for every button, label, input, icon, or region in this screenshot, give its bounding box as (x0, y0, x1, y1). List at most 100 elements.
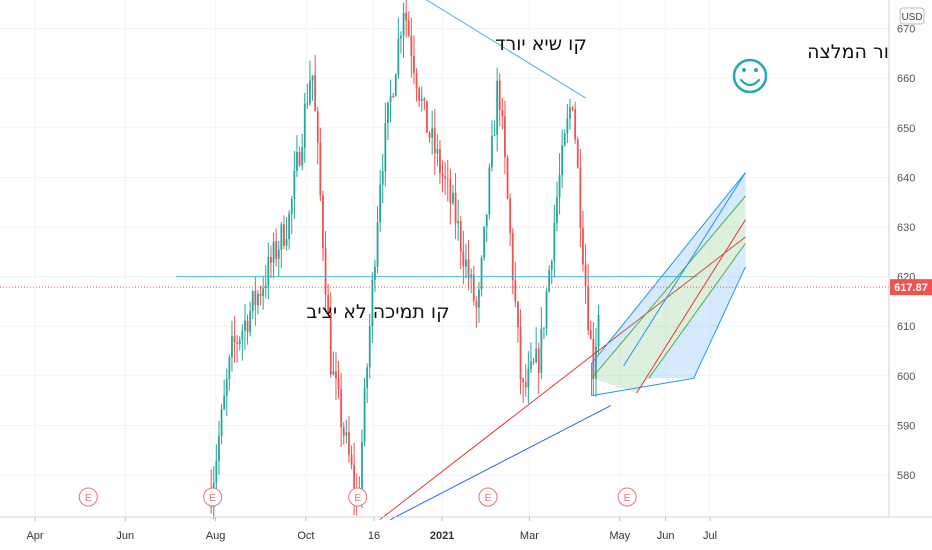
candle-body (413, 55, 415, 73)
grid-lines (0, 0, 889, 517)
earnings-badge-circle[interactable] (478, 487, 498, 507)
earnings-badge-label: E (209, 493, 216, 504)
candle-body (491, 135, 493, 168)
last-price-badge[interactable] (890, 279, 932, 296)
earnings-badge-circle[interactable] (203, 487, 223, 507)
candle-body (311, 75, 314, 81)
candle-body (262, 288, 265, 297)
candle-body (537, 348, 540, 373)
candle-body (519, 327, 522, 380)
candle-body (571, 107, 574, 110)
candle-body (400, 35, 402, 39)
channel-band[interactable] (591, 172, 746, 379)
candle-body (483, 226, 486, 258)
candle-body (394, 74, 397, 97)
channel-line[interactable] (636, 219, 746, 394)
channel-line[interactable] (591, 195, 746, 379)
candle-body (457, 221, 460, 224)
candle-body (246, 320, 249, 333)
earnings-badge-circle[interactable] (78, 487, 98, 507)
time-tick-label: Apr (26, 530, 43, 542)
candle-body (579, 167, 582, 228)
earnings-marker[interactable]: E (617, 487, 637, 507)
channel-base-line[interactable] (591, 377, 694, 397)
candle-body (433, 128, 436, 154)
candle-body (254, 291, 257, 306)
candle-body (587, 286, 590, 331)
price-tick-label: 670 (897, 24, 915, 36)
candle-body (223, 395, 226, 410)
candle-body (316, 111, 319, 143)
candle-body (576, 139, 579, 168)
candle-body (506, 157, 509, 199)
candle-body (535, 348, 538, 363)
candle-body (402, 12, 405, 36)
time-tick-label: Jun (116, 530, 134, 542)
ascending-red-trendline[interactable] (379, 236, 746, 521)
time-tick-label: Mar (520, 530, 539, 542)
candle-body (472, 274, 475, 302)
candle-body (561, 145, 564, 175)
price-tick-label: 590 (897, 420, 915, 432)
candle-body (428, 132, 431, 138)
smiley-eye-right (754, 68, 758, 72)
time-tick-label: Jun (657, 530, 675, 542)
candle-body (218, 436, 220, 461)
candle-body (280, 224, 283, 250)
channel-line[interactable] (648, 242, 746, 379)
trendline-drawings[interactable] (0, 0, 889, 521)
earnings-badge-circle[interactable] (348, 487, 368, 507)
earnings-marker[interactable]: E (478, 487, 498, 507)
candle-body (589, 330, 592, 339)
ascending-blue-trendline[interactable] (390, 405, 612, 521)
descending-top-line-annotation: קו שיא יורד (495, 33, 587, 55)
currency-badge[interactable]: USD (899, 7, 925, 25)
earnings-marker[interactable]: E (78, 487, 98, 507)
candle-body (231, 336, 233, 358)
candle-body (480, 257, 483, 290)
candle-body (465, 259, 467, 267)
candle-body (459, 221, 462, 252)
unstable-support-line-annotation: קו תמיכה לא יציב (306, 301, 449, 323)
candle-body (595, 346, 597, 379)
candle-body (462, 251, 465, 267)
candle-body (423, 98, 426, 101)
candle-body (392, 95, 395, 97)
earnings-marker[interactable]: E (348, 487, 368, 507)
time-tick-label: Aug (206, 530, 226, 542)
candle-body (267, 256, 270, 286)
candle-body (387, 102, 389, 124)
channel-line[interactable] (591, 172, 746, 364)
earnings-badge-label: E (85, 493, 92, 504)
candle-body (353, 464, 356, 493)
candle-body (397, 38, 400, 75)
earnings-marker[interactable]: E (203, 487, 223, 507)
descending-top-trendline[interactable] (417, 0, 586, 99)
candle-body (454, 192, 457, 224)
earnings-badge-circle[interactable] (617, 487, 637, 507)
recommendation-label-annotation: ור המלצה (807, 41, 889, 63)
candle-body (350, 454, 353, 465)
channel-line[interactable] (693, 266, 746, 379)
candle-body (374, 266, 376, 280)
candle-body (418, 88, 421, 101)
candle-body (431, 128, 434, 138)
candle-body (530, 361, 532, 369)
candle-body (496, 80, 499, 135)
price-tick-label: 600 (897, 371, 915, 383)
candle-body (540, 328, 543, 373)
candle-body (314, 75, 317, 112)
channel-outer-line[interactable] (623, 172, 746, 367)
candle-body (225, 378, 228, 396)
candle-body (283, 224, 285, 246)
candle-body (361, 442, 363, 491)
candle-body (498, 80, 501, 111)
candle-body (543, 327, 545, 329)
candle-body (303, 103, 306, 148)
candle-body (444, 176, 447, 179)
time-axis[interactable]: Apr Jun Aug Oct 16 2021 Mar May Jun Jul (26, 517, 717, 542)
candle-body (504, 116, 506, 158)
